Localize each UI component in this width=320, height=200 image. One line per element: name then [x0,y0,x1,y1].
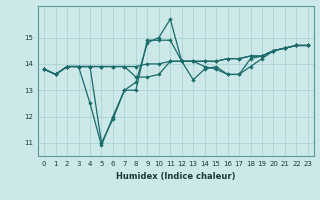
X-axis label: Humidex (Indice chaleur): Humidex (Indice chaleur) [116,172,236,181]
